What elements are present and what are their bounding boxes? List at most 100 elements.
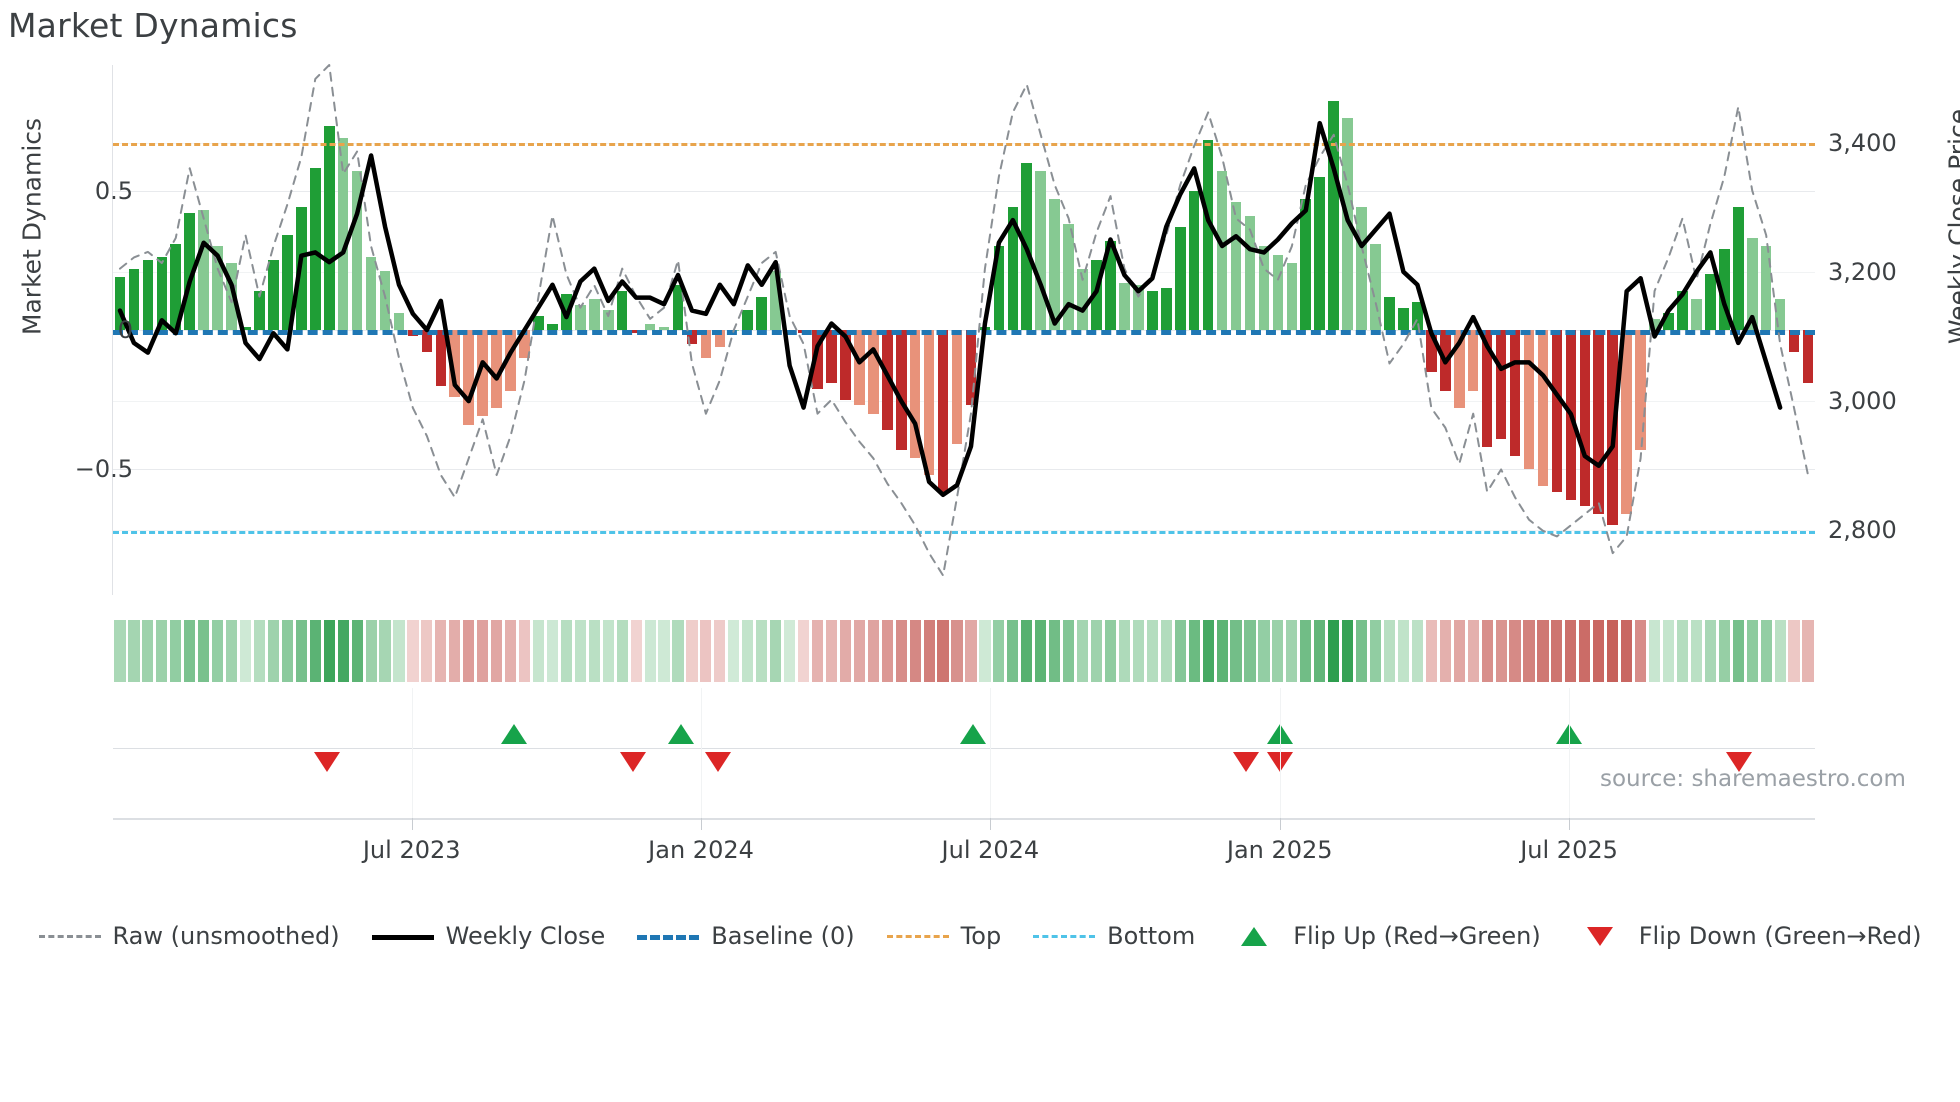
- main-plot-area: [112, 64, 1815, 595]
- bar: [1049, 198, 1060, 330]
- heatmap-cell: [114, 620, 126, 682]
- heatmap-cell: [811, 620, 824, 682]
- heatmap-cell: [1495, 620, 1507, 682]
- heatmap-cell: [198, 620, 210, 682]
- heatmap-cell: [309, 620, 321, 682]
- bar: [1760, 246, 1772, 330]
- flip-up-marker[interactable]: [667, 724, 694, 744]
- bar: [1621, 330, 1632, 515]
- bar: [309, 168, 321, 330]
- legend-line-swatch: [1033, 926, 1096, 946]
- flip-down-marker[interactable]: [619, 752, 646, 772]
- legend-item-dashed-line[interactable]: Top: [886, 922, 1001, 950]
- heatmap-cell: [1383, 620, 1396, 682]
- bar: [644, 324, 656, 330]
- heatmap-cell: [728, 620, 740, 682]
- bar: [937, 330, 949, 492]
- legend-item-dashed-line[interactable]: Raw (unsmoothed): [38, 922, 340, 950]
- flip-down-marker[interactable]: [1726, 752, 1753, 772]
- heatmap-cell: [1481, 620, 1493, 682]
- x-tick-label: Jul 2024: [941, 836, 1040, 864]
- heatmap-cell: [895, 620, 907, 682]
- heatmap-cell: [1258, 620, 1270, 682]
- legend-item-triangle-up[interactable]: Flip Up (Red→Green): [1227, 922, 1541, 950]
- bar: [1370, 243, 1381, 330]
- heatmap-cell: [672, 620, 684, 682]
- bar: [1202, 140, 1214, 330]
- x-axis-spine: [113, 818, 1815, 820]
- bar: [686, 330, 698, 344]
- bar: [1481, 330, 1493, 448]
- flip-down-marker[interactable]: [705, 752, 732, 772]
- heatmap-cell: [686, 620, 698, 682]
- heatmap-cell: [1467, 620, 1479, 682]
- bar: [226, 263, 237, 330]
- x-tick-mark: [990, 818, 992, 830]
- heatmap-cell: [281, 620, 293, 682]
- bar: [1677, 290, 1688, 330]
- heatmap-cell: [1104, 620, 1117, 682]
- heatmap-cell: [574, 620, 586, 682]
- triangle-down-icon: [1586, 926, 1613, 946]
- heatmap-cell: [142, 620, 154, 682]
- heatmap-cell: [1425, 620, 1437, 682]
- bar: [184, 212, 196, 330]
- heatmap-cell: [1021, 620, 1033, 682]
- heatmap-cell: [1049, 620, 1061, 682]
- bar: [1453, 330, 1465, 409]
- bar: [714, 330, 726, 347]
- heatmap-cell: [477, 620, 489, 682]
- heatmap-cell: [323, 620, 335, 682]
- legend-item-dashed-line-thick[interactable]: Baseline (0): [637, 922, 855, 950]
- x-grid-guide: [411, 688, 413, 818]
- heatmap-cell: [825, 620, 838, 682]
- gridline-y2-2: [113, 401, 1815, 403]
- heatmap-cell: [1635, 620, 1647, 682]
- legend-label: Flip Up (Red→Green): [1293, 922, 1541, 950]
- legend-item-solid-line[interactable]: Weekly Close: [371, 922, 605, 950]
- flip-down-marker[interactable]: [1232, 752, 1259, 772]
- page-title: Market Dynamics: [8, 6, 298, 45]
- bar: [575, 304, 586, 330]
- bar: [1746, 237, 1758, 330]
- heatmap-cell: [1648, 620, 1661, 682]
- flip-up-marker[interactable]: [960, 724, 987, 744]
- bar: [212, 246, 223, 330]
- bar: [1705, 274, 1716, 330]
- heatmap-cell: [491, 620, 503, 682]
- heatmap-cell: [1509, 620, 1521, 682]
- heatmap-cell: [239, 620, 252, 682]
- bar: [365, 257, 377, 330]
- bar: [1649, 318, 1660, 330]
- legend-item-triangle-down[interactable]: Flip Down (Green→Red): [1573, 922, 1922, 950]
- bar: [1732, 207, 1744, 330]
- heatmap-cell: [518, 620, 531, 682]
- heatmap-cell: [867, 620, 879, 682]
- bar: [421, 330, 433, 353]
- heatmap-cell: [1272, 620, 1284, 682]
- heatmap-cell: [1118, 620, 1130, 682]
- top-threshold-line: [113, 143, 1815, 147]
- bar: [1063, 224, 1074, 330]
- legend-item-dashed-line[interactable]: Bottom: [1033, 922, 1195, 950]
- bar: [1272, 254, 1284, 330]
- bar: [812, 330, 823, 389]
- flip-up-marker[interactable]: [500, 724, 527, 744]
- bar: [1495, 330, 1507, 439]
- bar: [1035, 171, 1047, 330]
- heatmap-cell: [1621, 620, 1633, 682]
- bar: [156, 257, 168, 330]
- legend-line-swatch: [38, 926, 101, 946]
- bar: [1105, 240, 1116, 330]
- flip-down-marker[interactable]: [313, 752, 340, 772]
- heatmap-strip: [113, 620, 1815, 682]
- bar: [923, 330, 935, 476]
- heatmap-cell: [909, 620, 921, 682]
- bar: [965, 330, 977, 406]
- bar: [1244, 215, 1256, 330]
- heatmap-cell: [951, 620, 963, 682]
- bar: [1286, 263, 1298, 330]
- bar: [379, 271, 391, 330]
- bar: [240, 327, 251, 330]
- x-tick-label: Jul 2025: [1520, 836, 1618, 864]
